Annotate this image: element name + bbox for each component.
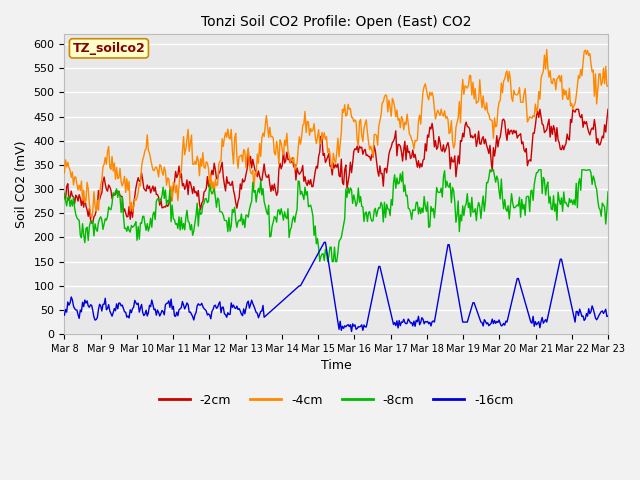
X-axis label: Time: Time <box>321 360 351 372</box>
Y-axis label: Soil CO2 (mV): Soil CO2 (mV) <box>15 141 28 228</box>
Title: Tonzi Soil CO2 Profile: Open (East) CO2: Tonzi Soil CO2 Profile: Open (East) CO2 <box>201 15 472 29</box>
Text: TZ_soilco2: TZ_soilco2 <box>72 42 145 55</box>
Legend: -2cm, -4cm, -8cm, -16cm: -2cm, -4cm, -8cm, -16cm <box>154 389 519 412</box>
